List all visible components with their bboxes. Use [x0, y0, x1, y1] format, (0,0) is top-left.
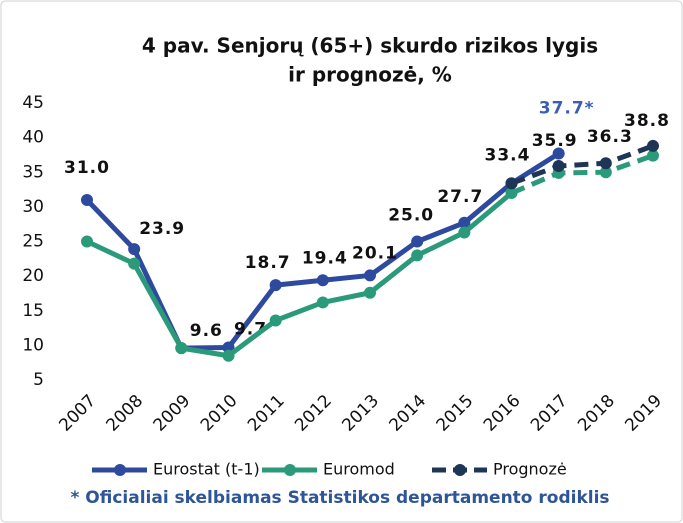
legend-label: Euromod [323, 460, 395, 479]
chart-title: ir prognozė, % [288, 63, 452, 87]
point [81, 235, 93, 248]
point [599, 166, 612, 179]
y-tick-label: 35 [22, 162, 44, 182]
data-label: 23.9 [139, 219, 185, 239]
data-label: 9.6 [190, 321, 223, 341]
legend-marker [284, 464, 296, 476]
legend-marker [114, 464, 126, 476]
point [81, 193, 93, 206]
y-tick-label: 30 [22, 197, 44, 217]
point [316, 274, 329, 287]
y-tick-label: 15 [22, 301, 44, 321]
data-label: 25.0 [388, 206, 434, 226]
data-label: 36.3 [587, 127, 633, 147]
data-label: 33.4 [485, 145, 531, 165]
point [647, 139, 659, 152]
data-label: 18.7 [245, 253, 291, 273]
data-label: 35.9 [532, 131, 578, 151]
point [647, 149, 659, 162]
point [364, 269, 376, 282]
point [128, 257, 141, 270]
series-line [85, 191, 514, 359]
data-label: 31.0 [64, 158, 110, 178]
point [505, 177, 518, 190]
y-tick-label: 25 [22, 232, 44, 252]
legend-marker [454, 464, 466, 476]
footnote: * Oficialiai skelbiamas Statistikos depa… [70, 488, 609, 508]
chart-title: 4 pav. Senjorų (65+) skurdo rizikos lygi… [142, 34, 598, 58]
point [411, 249, 424, 262]
legend-label: Eurostat (t-1) [153, 460, 260, 479]
data-label: 19.4 [302, 248, 348, 268]
point [269, 279, 282, 292]
forecast-line [510, 143, 654, 186]
y-tick-label: 20 [22, 266, 44, 286]
point [175, 342, 188, 355]
point [458, 226, 471, 239]
y-tick-label: 40 [22, 128, 44, 148]
point [316, 296, 329, 309]
data-label: 37.7* [539, 99, 595, 119]
point [552, 147, 565, 160]
data-label: 38.8 [624, 111, 670, 131]
y-tick-label: 5 [33, 370, 44, 390]
y-tick-label: 45 [22, 93, 44, 113]
point [269, 314, 282, 327]
point [552, 160, 565, 173]
data-label: 20.1 [352, 243, 398, 263]
point [458, 216, 471, 229]
point [128, 243, 141, 256]
data-label: 27.7 [437, 187, 483, 207]
point [505, 187, 518, 200]
point [411, 235, 424, 248]
point [599, 157, 612, 170]
point [364, 286, 376, 299]
legend-label: Prognozė [493, 460, 567, 479]
y-tick-label: 10 [22, 335, 44, 355]
point [222, 349, 235, 362]
forecast-line [510, 153, 654, 196]
